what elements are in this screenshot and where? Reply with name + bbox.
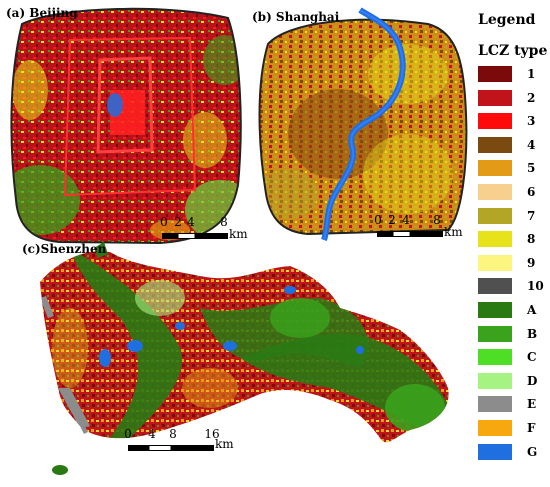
- legend-label: A: [527, 303, 537, 317]
- legend-label: E: [527, 397, 537, 412]
- beijing-scale-tick-8: 8: [220, 215, 228, 229]
- legend-item: 9: [478, 254, 550, 271]
- legend-swatch: [478, 420, 512, 436]
- legend-swatch: [478, 325, 512, 342]
- shanghai-scale-tick-0: 0: [374, 213, 382, 227]
- legend-label: C: [527, 350, 537, 365]
- legend-item: G: [478, 443, 550, 460]
- legend-swatch: [478, 136, 512, 153]
- legend-label: 2: [527, 90, 536, 105]
- legend-swatch: [478, 160, 512, 177]
- shenzhen-scale-tick-16: 16: [204, 427, 220, 441]
- shanghai-scale-tick-4: 4: [402, 213, 410, 227]
- legend-label: 6: [527, 185, 536, 199]
- legend-swatch: [478, 113, 512, 130]
- legend-swatch: [478, 372, 512, 389]
- legend-item: B: [478, 325, 550, 342]
- legend-item: 10: [478, 278, 550, 295]
- legend-label: F: [527, 421, 536, 435]
- beijing-map: [10, 7, 242, 245]
- legend-label: D: [527, 373, 538, 388]
- beijing-scale-tick-2: 2: [174, 215, 182, 229]
- legend-item: E: [478, 396, 550, 413]
- shanghai-title: (b) Shanghai: [252, 10, 340, 24]
- legend-label: 9: [527, 255, 536, 270]
- legend-swatch: [478, 254, 512, 271]
- legend-item: 6: [478, 184, 550, 200]
- legend-label: 8: [527, 232, 536, 247]
- legend-swatch: [478, 302, 512, 318]
- legend-swatch: [478, 207, 512, 224]
- legend-label: 3: [527, 114, 536, 129]
- legend-swatch: [478, 278, 512, 295]
- shenzhen-scale-tick-0: 0: [124, 427, 132, 441]
- beijing-title: (a) Beijing: [6, 6, 78, 20]
- shanghai-scale-tick-2: 2: [388, 213, 396, 227]
- beijing-scale-unit: km: [229, 227, 248, 241]
- legend-swatch: [478, 349, 512, 366]
- shenzhen-scale-bar: [128, 445, 214, 451]
- shenzhen-scale-unit: km: [215, 437, 234, 451]
- shenzhen-map: [40, 242, 449, 475]
- legend-swatch: [478, 443, 512, 460]
- shanghai-scale-tick-8: 8: [433, 213, 441, 227]
- legend-swatch: [478, 396, 512, 413]
- legend-label: 4: [527, 137, 536, 152]
- shanghai-scale-unit: km: [444, 225, 463, 239]
- legend-item: 8: [478, 231, 550, 248]
- legend-item: 3: [478, 113, 550, 130]
- beijing-scale-bar: [162, 233, 228, 239]
- legend-item: 5: [478, 160, 550, 177]
- legend-swatch: [478, 66, 512, 82]
- beijing-scale-tick-0: 0: [160, 215, 168, 229]
- shanghai-map: [258, 7, 468, 241]
- legend-title: Legend: [478, 12, 536, 28]
- legend-item: 1: [478, 66, 550, 82]
- legend-swatch: [478, 184, 512, 200]
- legend-swatch: [478, 89, 512, 106]
- legend-subtitle: LCZ type: [478, 43, 548, 59]
- legend-label: 10: [527, 279, 544, 294]
- legend-item: D: [478, 372, 550, 389]
- legend-item: 4: [478, 136, 550, 153]
- legend-item: A: [478, 302, 550, 318]
- legend-label: 5: [527, 161, 536, 176]
- shenzhen-title: (c)Shenzhen: [22, 242, 107, 256]
- shenzhen-scale-tick-8: 8: [169, 427, 177, 441]
- legend-label: 1: [527, 67, 536, 81]
- legend-item: 2: [478, 89, 550, 106]
- legend-label: G: [527, 444, 538, 459]
- legend-item: F: [478, 420, 550, 436]
- legend-item: 7: [478, 207, 550, 224]
- shanghai-scale-bar: [377, 231, 443, 237]
- legend-label: 7: [527, 208, 536, 223]
- legend-label: B: [527, 326, 538, 341]
- shenzhen-scale-tick-4: 4: [148, 427, 156, 441]
- beijing-scale-tick-4: 4: [187, 215, 195, 229]
- legend-item: C: [478, 349, 550, 366]
- legend-swatch: [478, 231, 512, 248]
